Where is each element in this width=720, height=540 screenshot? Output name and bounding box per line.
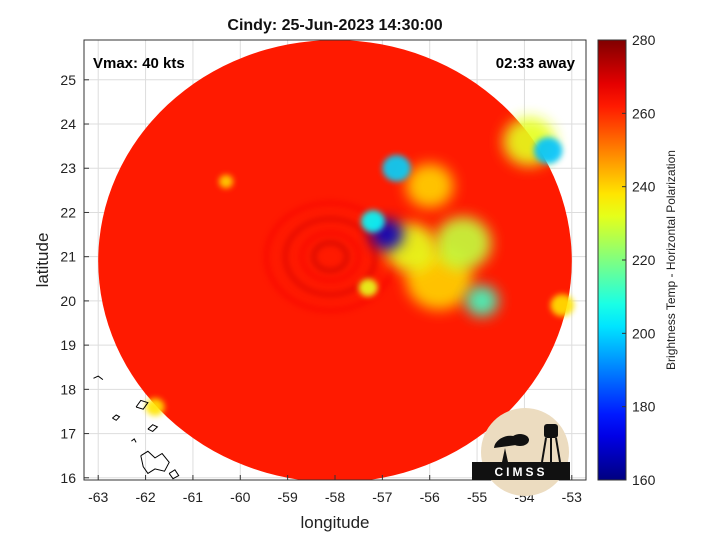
coastline	[140, 450, 170, 475]
x-tick-label: -55	[467, 489, 487, 505]
convective-cell	[465, 285, 499, 317]
colorbar-tick-label: 260	[632, 105, 656, 121]
convective-cell	[361, 210, 385, 233]
y-tick-label: 23	[60, 160, 76, 176]
colorbar: 160 180 200 220 240 260 280 Brightness Temp - …	[597, 32, 678, 488]
plot-area: -63 -62 -61 -60 -59 -58 -57 -56 -55 -54 -53 161718…	[60, 39, 587, 505]
x-axis-label: longitude	[300, 513, 369, 532]
vmax-annotation: Vmax: 40 kts	[93, 55, 185, 72]
colorbar-tick-label: 180	[632, 399, 656, 415]
time-away-annotation: 02:33 away	[496, 55, 576, 72]
x-tick-label: -60	[230, 489, 250, 505]
colorbar-tick-label: 280	[632, 32, 656, 48]
y-tick-label: 25	[60, 72, 76, 88]
convective-cell	[218, 174, 234, 189]
x-tick-label: -56	[420, 489, 440, 505]
coastline	[112, 414, 121, 421]
y-tick-label: 19	[60, 337, 76, 353]
x-tick-label: -63	[88, 489, 108, 505]
logo-banner	[472, 462, 570, 480]
logo-water-tower-icon	[544, 424, 558, 438]
convective-cell	[406, 163, 454, 209]
convective-cell	[145, 398, 165, 416]
x-tick-label: -58	[325, 489, 345, 505]
x-tick-label: -62	[135, 489, 155, 505]
coastlines	[93, 375, 180, 480]
convective-cell	[358, 278, 378, 297]
x-tick-label: -59	[278, 489, 298, 505]
y-tick-label: 17	[60, 426, 76, 442]
convective-cell	[382, 154, 411, 182]
y-tick-label: 24	[60, 116, 76, 132]
colorbar-label: Brightness Temp - Horizontal Polarizatio…	[664, 150, 678, 370]
coastline	[168, 469, 180, 480]
coastline	[131, 438, 137, 443]
y-axis-label: latitude	[33, 233, 52, 288]
x-tick-label: -57	[372, 489, 392, 505]
x-tick-label: -53	[562, 489, 582, 505]
swath-spiral-band	[282, 216, 378, 297]
x-axis-ticks: -63 -62 -61 -60 -59 -58 -57 -56 -55 -54 -53	[88, 475, 582, 505]
y-tick-label: 22	[60, 204, 76, 220]
coastline	[147, 424, 159, 433]
logo-sun-disc	[481, 408, 569, 496]
brightness-temperature-swath	[98, 40, 575, 480]
x-tick-label: -61	[183, 489, 203, 505]
convective-cell	[434, 216, 492, 270]
logo-text: CIMSS	[494, 465, 547, 479]
coastline	[135, 399, 149, 410]
y-tick-label: 21	[60, 249, 76, 265]
colorbar-ticks: 160 180 200 220 240 260 280	[622, 32, 656, 488]
convective-cell	[550, 294, 575, 317]
coastline	[93, 375, 104, 381]
y-tick-label: 16	[60, 470, 76, 486]
colorbar-tick-label: 240	[632, 179, 656, 195]
colorbar-gradient-bar	[597, 39, 627, 481]
swath-disc	[98, 40, 572, 480]
y-tick-label: 18	[60, 381, 76, 397]
swath-spiral-band	[299, 230, 362, 284]
colorbar-tick-label: 200	[632, 325, 656, 341]
convective-cell	[533, 137, 563, 164]
colorbar-tick-label: 160	[632, 472, 656, 488]
cimss-logo: CIMSS	[472, 408, 570, 496]
y-tick-label: 20	[60, 293, 76, 309]
y-axis-ticks: 16 17 18 19 20 21 22 23 24 25	[60, 72, 89, 486]
colorbar-tick-label: 220	[632, 252, 656, 268]
chart-title: Cindy: 25-Jun-2023 14:30:00	[227, 17, 442, 34]
logo-dish-head	[511, 434, 529, 446]
swath-spiral-band	[311, 240, 350, 274]
